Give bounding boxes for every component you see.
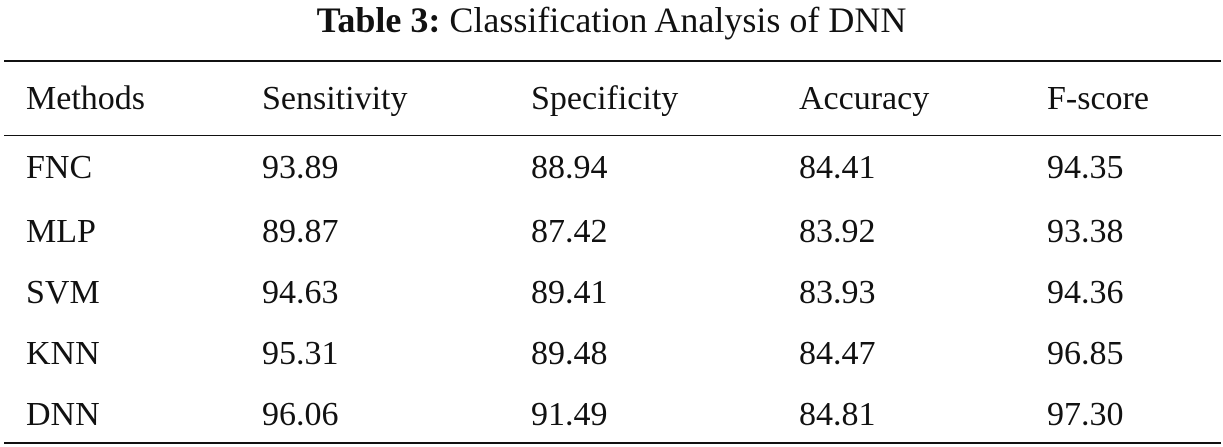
sensitivity-cell: 95.31 bbox=[262, 334, 339, 372]
method-cell: DNN bbox=[26, 395, 100, 433]
accuracy-cell: 84.41 bbox=[799, 149, 876, 186]
header-methods: Methods bbox=[26, 79, 145, 117]
method-cell: KNN bbox=[26, 334, 100, 372]
sensitivity-cell: 89.87 bbox=[262, 212, 339, 250]
header-f-score: F-score bbox=[1047, 79, 1149, 117]
f-score-cell: 94.35 bbox=[1047, 149, 1124, 186]
method-cell: FNC bbox=[26, 149, 93, 186]
table-caption-text: Classification Analysis of DNN bbox=[449, 0, 907, 40]
table-row: FNC 93.89 88.94 84.41 94.35 bbox=[4, 135, 1221, 201]
method-cell: SVM bbox=[26, 273, 100, 311]
sensitivity-cell: 96.06 bbox=[262, 395, 339, 433]
header-rule bbox=[4, 135, 1221, 136]
method-cell: MLP bbox=[26, 212, 96, 250]
header-specificity: Specificity bbox=[531, 79, 679, 117]
specificity-cell: 89.48 bbox=[531, 334, 608, 372]
specificity-cell: 91.49 bbox=[531, 395, 608, 433]
f-score-cell: 93.38 bbox=[1047, 212, 1124, 250]
sensitivity-cell: 93.89 bbox=[262, 149, 339, 186]
specificity-cell: 87.42 bbox=[531, 212, 608, 250]
specificity-cell: 89.41 bbox=[531, 273, 608, 311]
f-score-cell: 97.30 bbox=[1047, 395, 1124, 433]
table-row: DNN 96.06 91.49 84.81 97.30 bbox=[4, 384, 1221, 445]
accuracy-cell: 84.47 bbox=[799, 334, 876, 372]
table-caption: Table 3: Classification Analysis of DNN bbox=[0, 0, 1223, 46]
f-score-cell: 96.85 bbox=[1047, 334, 1124, 372]
table-row: KNN 95.31 89.48 84.47 96.85 bbox=[4, 323, 1221, 384]
bottom-rule bbox=[4, 442, 1221, 444]
f-score-cell: 94.36 bbox=[1047, 273, 1124, 311]
table-header-row: Methods Sensitivity Specificity Accuracy… bbox=[4, 62, 1221, 135]
accuracy-cell: 84.81 bbox=[799, 395, 876, 433]
header-sensitivity: Sensitivity bbox=[262, 79, 408, 117]
table-row: SVM 94.63 89.41 83.93 94.36 bbox=[4, 262, 1221, 323]
sensitivity-cell: 94.63 bbox=[262, 273, 339, 311]
classification-table: Methods Sensitivity Specificity Accuracy… bbox=[4, 62, 1221, 445]
specificity-cell: 88.94 bbox=[531, 149, 608, 186]
accuracy-cell: 83.92 bbox=[799, 212, 876, 250]
top-rule bbox=[4, 60, 1221, 62]
table-row: MLP 89.87 87.42 83.92 93.38 bbox=[4, 201, 1221, 262]
accuracy-cell: 83.93 bbox=[799, 273, 876, 311]
header-accuracy: Accuracy bbox=[799, 79, 930, 117]
table-caption-label: Table 3: bbox=[316, 0, 441, 40]
